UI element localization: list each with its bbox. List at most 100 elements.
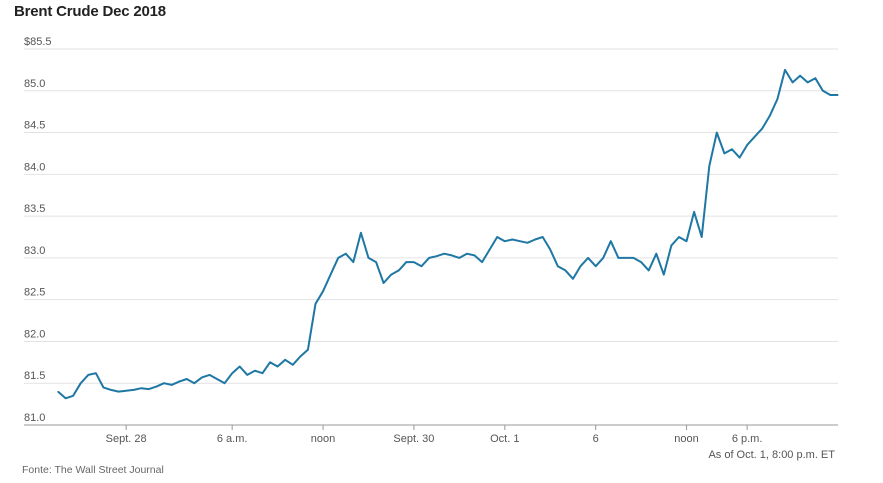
data-point xyxy=(390,274,392,276)
x-tick-label: Sept. 28 xyxy=(106,433,147,445)
source-note: Fonte: The Wall Street Journal xyxy=(22,464,164,476)
y-tick-label: 82.0 xyxy=(24,328,45,340)
data-point xyxy=(807,81,809,83)
data-point xyxy=(648,269,650,271)
data-point xyxy=(163,382,165,384)
data-point xyxy=(784,69,786,71)
data-point xyxy=(345,253,347,255)
grid-lines xyxy=(24,48,838,426)
data-point xyxy=(572,278,574,280)
data-point xyxy=(617,257,620,259)
data-point xyxy=(443,253,445,255)
data-point xyxy=(504,240,506,242)
y-tick-label: $85.5 xyxy=(24,36,52,48)
data-point xyxy=(133,389,135,391)
y-tick-label: 81.0 xyxy=(24,412,45,424)
data-point xyxy=(231,372,233,374)
data-point xyxy=(731,148,733,150)
data-point xyxy=(186,378,188,380)
data-point xyxy=(473,254,476,256)
data-point xyxy=(95,372,97,374)
data-point xyxy=(670,244,673,246)
data-point xyxy=(216,378,218,380)
data-point xyxy=(451,254,453,256)
data-point xyxy=(822,90,824,92)
price-line xyxy=(57,68,838,400)
data-point xyxy=(776,98,779,100)
data-point xyxy=(519,240,521,242)
data-point xyxy=(496,236,498,238)
data-point xyxy=(761,127,763,129)
data-point xyxy=(155,386,157,388)
data-point xyxy=(383,282,385,284)
y-tick-label: 84.5 xyxy=(24,120,45,132)
data-point xyxy=(489,248,491,251)
x-tick-label: 6 xyxy=(593,433,599,445)
data-point xyxy=(360,232,362,234)
data-point xyxy=(224,382,226,384)
data-point xyxy=(405,261,407,263)
x-axis: Sept. 28 6 a.m. noon Sept. 30 Oct. 1 6 noon 6 p… xyxy=(106,425,763,445)
data-point xyxy=(655,253,657,255)
data-point xyxy=(330,274,332,276)
data-point xyxy=(549,248,551,251)
data-point xyxy=(511,238,513,241)
data-point xyxy=(178,381,180,383)
data-point xyxy=(595,265,597,267)
data-point xyxy=(610,240,612,242)
data-point xyxy=(739,157,741,159)
data-point xyxy=(307,349,309,351)
data-point xyxy=(367,257,370,259)
data-point xyxy=(693,211,695,213)
data-point xyxy=(837,94,839,96)
data-point xyxy=(769,115,771,117)
data-point xyxy=(261,372,264,374)
data-point xyxy=(792,81,794,83)
data-point xyxy=(57,391,59,393)
y-tick-label: 85.0 xyxy=(24,78,45,90)
data-point xyxy=(171,384,173,386)
data-point xyxy=(102,386,104,388)
data-point xyxy=(640,261,642,263)
data-point xyxy=(466,253,468,255)
data-point xyxy=(557,265,559,267)
data-point xyxy=(398,269,400,271)
data-point xyxy=(269,361,271,363)
data-point xyxy=(72,395,74,397)
data-point xyxy=(277,365,279,368)
data-point xyxy=(602,257,604,259)
x-tick-label: noon xyxy=(311,433,335,445)
data-point xyxy=(125,390,127,392)
data-point xyxy=(420,265,423,267)
data-point xyxy=(148,388,150,390)
data-point xyxy=(299,355,301,358)
data-point xyxy=(322,290,324,292)
data-point xyxy=(413,261,415,263)
data-point xyxy=(579,265,582,267)
data-point xyxy=(542,236,544,238)
data-point xyxy=(428,257,430,259)
data-point xyxy=(292,364,294,366)
y-tick-label: 83.5 xyxy=(24,203,45,215)
data-point xyxy=(254,370,256,372)
data-point xyxy=(337,257,339,259)
data-point xyxy=(193,382,195,384)
data-point xyxy=(716,132,718,134)
data-point xyxy=(284,359,286,361)
data-point xyxy=(140,387,142,389)
data-point xyxy=(80,382,82,384)
x-tick-label: 6 p.m. xyxy=(732,433,763,445)
data-point xyxy=(246,374,248,376)
data-point xyxy=(708,165,710,167)
data-point xyxy=(110,389,112,391)
data-point xyxy=(685,240,688,242)
y-tick-label: 84.0 xyxy=(24,161,45,173)
data-point xyxy=(829,94,832,96)
data-point xyxy=(239,365,241,368)
data-point xyxy=(65,397,67,399)
data-point xyxy=(632,257,635,259)
data-point xyxy=(746,144,748,146)
data-point xyxy=(87,374,89,376)
data-point xyxy=(754,136,756,138)
